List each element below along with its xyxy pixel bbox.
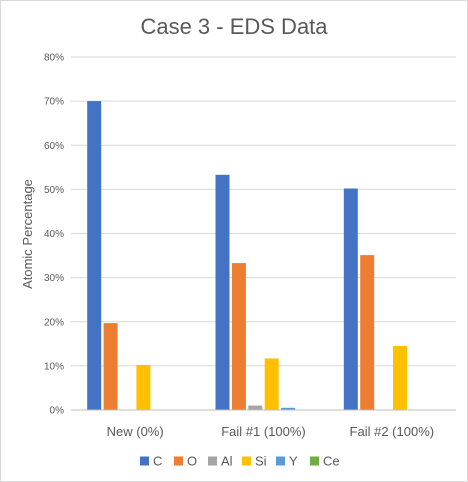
legend-label: C: [153, 454, 162, 469]
y-tick-label: 30%: [44, 273, 64, 284]
legend-item-y: Y: [276, 454, 298, 469]
bar-c: [343, 188, 358, 410]
y-tick-label: 20%: [44, 317, 64, 328]
y-tick-labels: 0% 10% 20% 30% 40% 50% 60% 70% 80%: [44, 53, 64, 417]
legend-label: Ce: [323, 454, 340, 469]
y-tick-label: 60%: [44, 141, 64, 152]
y-tick-label: 40%: [44, 229, 64, 240]
category-labels: New (0%) Fail #1 (100%) Fail #2 (100%): [107, 424, 434, 439]
bar-si: [136, 365, 151, 410]
bar-o: [103, 323, 118, 410]
legend-swatch: [140, 456, 149, 466]
legend-label: Y: [289, 454, 298, 469]
y-tick-label: 80%: [44, 53, 64, 64]
bar-si: [264, 358, 279, 410]
legend-item-c: C: [140, 454, 162, 469]
category-label: Fail #1 (100%): [221, 424, 306, 439]
legend-swatch: [208, 456, 217, 466]
legend-label: Al: [221, 454, 233, 469]
category-label: Fail #2 (100%): [350, 424, 435, 439]
bar-c: [87, 101, 102, 410]
grid-layer: [71, 56, 456, 367]
legend: C O Al Si Y Ce: [140, 454, 340, 469]
y-tick-label: 70%: [44, 97, 64, 108]
bar-o: [360, 255, 375, 410]
legend-item-al: Al: [208, 454, 233, 469]
bar-y: [281, 407, 296, 410]
bar-si: [393, 346, 407, 410]
y-tick-label: 50%: [44, 185, 64, 196]
legend-label: Si: [255, 454, 267, 469]
bar-c: [215, 174, 230, 410]
legend-item-ce: Ce: [310, 454, 340, 469]
category-label: New (0%): [107, 424, 164, 439]
legend-swatch: [242, 456, 251, 466]
y-tick-label: 0%: [50, 406, 65, 417]
legend-label: O: [187, 454, 197, 469]
bar-o: [231, 263, 246, 410]
y-axis-label: Atomic Percentage: [20, 179, 35, 289]
bar-al: [248, 405, 263, 410]
y-tick-label: 10%: [44, 361, 64, 372]
legend-item-o: O: [174, 454, 197, 469]
legend-item-si: Si: [242, 454, 267, 469]
legend-swatch: [174, 456, 183, 466]
legend-swatch: [276, 456, 285, 466]
bar-layer: [87, 101, 407, 410]
chart-title: Case 3 - EDS Data: [140, 14, 328, 39]
legend-swatch: [310, 456, 319, 466]
